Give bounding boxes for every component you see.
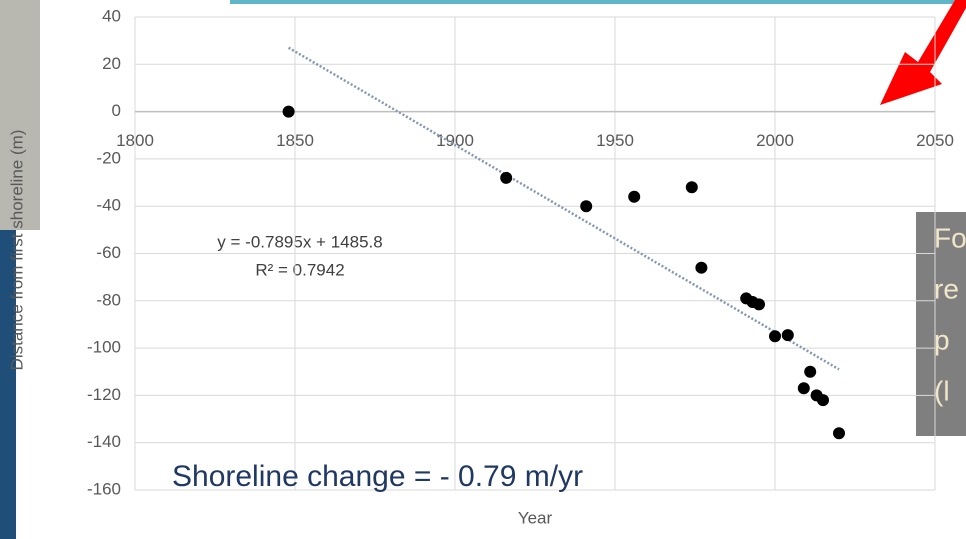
data-point [797, 382, 810, 395]
data-point [282, 105, 295, 118]
y-tick-label: -60 [96, 243, 121, 262]
equation: y = -0.7895x + 1485.8 [217, 232, 382, 251]
y-tick-label: 0 [112, 101, 121, 120]
data-point [500, 171, 513, 184]
callout-line: Fo [934, 222, 966, 253]
texture [0, 0, 40, 230]
y-tick-label: -40 [96, 196, 121, 215]
data-point [628, 190, 641, 203]
plot: 40 20 0 -20 -40 -60 -80 -100 -120 -140 -160 1800 185… [87, 6, 954, 498]
y-tick-label: -160 [87, 479, 121, 498]
y-tick-label: -100 [87, 338, 121, 357]
x-tick-label: 1850 [276, 131, 314, 150]
y-tick-label: -20 [96, 148, 121, 167]
callout-box [916, 212, 966, 436]
y-tick-label: 40 [102, 6, 121, 25]
data-point [695, 261, 708, 274]
red-arrow [880, 0, 966, 105]
data-point [769, 330, 781, 343]
y-axis-label: Distance from first shoreline (m) [7, 130, 26, 371]
callout: Fo re p (l [934, 222, 966, 406]
x-tick-label: 2000 [756, 131, 794, 150]
x-tick-label: 1900 [436, 131, 474, 150]
callout-line: re [934, 273, 959, 304]
data-point [833, 427, 845, 440]
y-tick-label: -120 [87, 385, 121, 404]
x-axis-label: Year [518, 508, 553, 527]
data-point [781, 329, 794, 342]
data-point [685, 181, 698, 194]
data-point [753, 298, 765, 311]
callout-line: (l [934, 375, 950, 406]
x-tick-label: 1950 [596, 131, 634, 150]
y-tick-label: -140 [87, 432, 121, 451]
callout-line: p [934, 324, 950, 355]
y-tick-label: 20 [102, 54, 121, 73]
annotation: Shoreline change = - 0.79 m/yr [172, 460, 583, 493]
x-tick-label: 1800 [116, 131, 154, 150]
top-rule [230, 0, 966, 4]
y-tick-label: -80 [96, 290, 121, 309]
x-tick-label: 2050 [916, 131, 954, 150]
r-squared: R² = 0.7942 [255, 260, 344, 279]
data-point [580, 200, 593, 213]
data-point [817, 394, 829, 407]
data-point [804, 365, 817, 378]
